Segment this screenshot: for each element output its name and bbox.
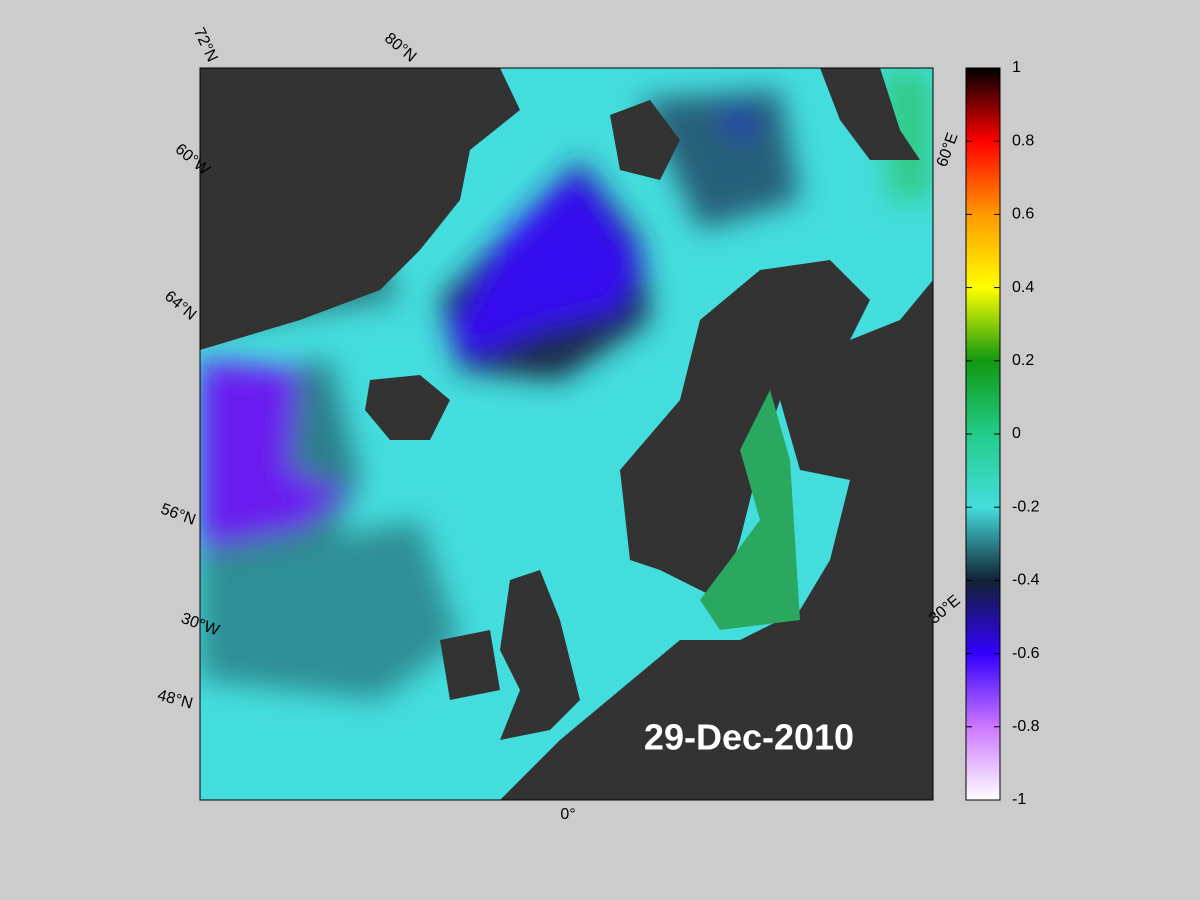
colorbar-tick-label: 0 xyxy=(1012,425,1021,442)
map xyxy=(200,68,933,800)
grid-label: 80°N xyxy=(381,30,419,66)
grid-label: 56°N xyxy=(158,501,197,529)
grid-label: 0° xyxy=(560,806,575,823)
land xyxy=(200,68,933,800)
colorbar-tick-label: 1 xyxy=(1012,59,1021,76)
colorbar-tick-label: -0.6 xyxy=(1012,645,1040,662)
grid-label: 72°N xyxy=(190,25,221,65)
baltic-sea xyxy=(700,390,800,630)
colorbar-tick-label: -0.4 xyxy=(1012,572,1040,589)
colorbar-tick-label: -0.8 xyxy=(1012,718,1040,735)
colorbar-tick-label: 0.6 xyxy=(1012,206,1034,223)
grid-label: 60°E xyxy=(934,131,962,170)
colorbar-tick-label: -1 xyxy=(1012,791,1026,808)
colorbar-tick-label: 0.8 xyxy=(1012,132,1034,149)
date-label: 29-Dec-2010 xyxy=(644,717,854,758)
colorbar-tick-label: 0.4 xyxy=(1012,279,1034,296)
map-frame xyxy=(199,67,934,801)
grid-label: 48°N xyxy=(156,687,195,713)
colorbar-tick-label: 0.2 xyxy=(1012,352,1034,369)
grid-label: 64°N xyxy=(161,288,199,324)
colorbar-tick-label: -0.2 xyxy=(1012,498,1040,515)
